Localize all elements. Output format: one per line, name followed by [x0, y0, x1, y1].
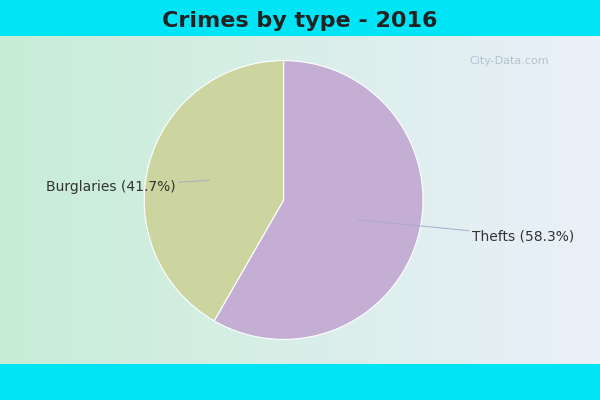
Text: City-Data.com: City-Data.com: [470, 56, 549, 66]
Wedge shape: [214, 61, 423, 339]
Text: Burglaries (41.7%): Burglaries (41.7%): [46, 180, 209, 194]
Text: Thefts (58.3%): Thefts (58.3%): [358, 220, 574, 243]
Wedge shape: [144, 61, 284, 321]
Text: Crimes by type - 2016: Crimes by type - 2016: [162, 11, 438, 31]
